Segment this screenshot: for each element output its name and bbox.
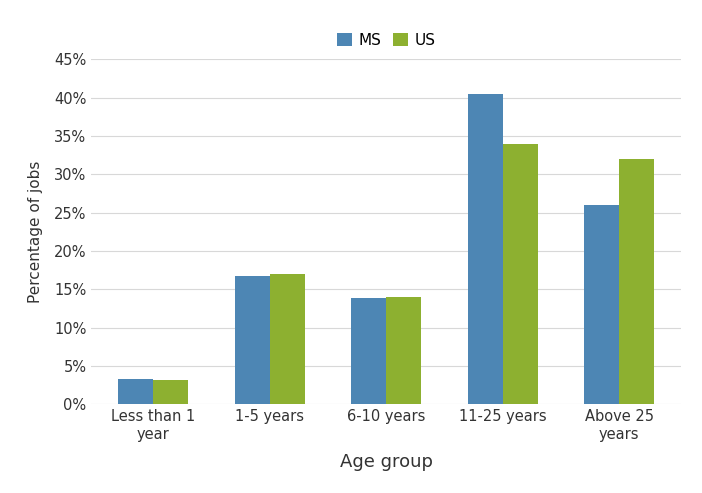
Bar — [270, 274, 305, 404]
Bar — [619, 159, 654, 404]
Bar — [386, 297, 421, 404]
Bar — [468, 94, 503, 404]
Bar — [118, 379, 153, 404]
Bar — [584, 205, 619, 404]
X-axis label: Age group: Age group — [340, 453, 432, 471]
Bar — [351, 298, 386, 404]
Bar — [503, 143, 538, 404]
Bar — [234, 276, 270, 404]
Y-axis label: Percentage of jobs: Percentage of jobs — [28, 161, 43, 303]
Legend: MS, US: MS, US — [337, 33, 435, 48]
Bar — [153, 380, 188, 404]
